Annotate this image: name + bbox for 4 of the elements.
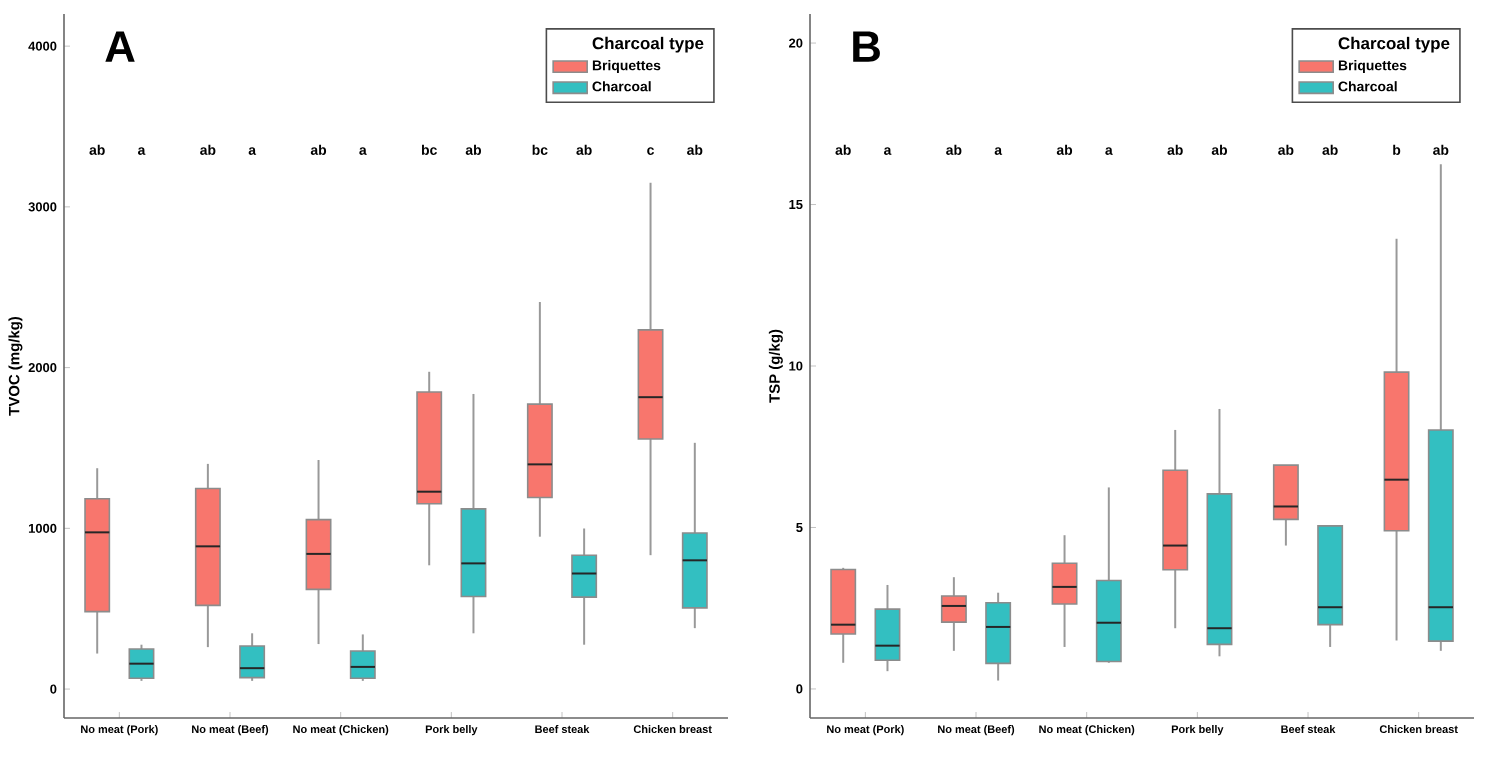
legend-title: Charcoal type	[592, 36, 704, 53]
annotation: B	[853, 31, 880, 62]
annotation: A	[105, 31, 135, 62]
legend-title: Charcoal type	[1338, 36, 1450, 53]
